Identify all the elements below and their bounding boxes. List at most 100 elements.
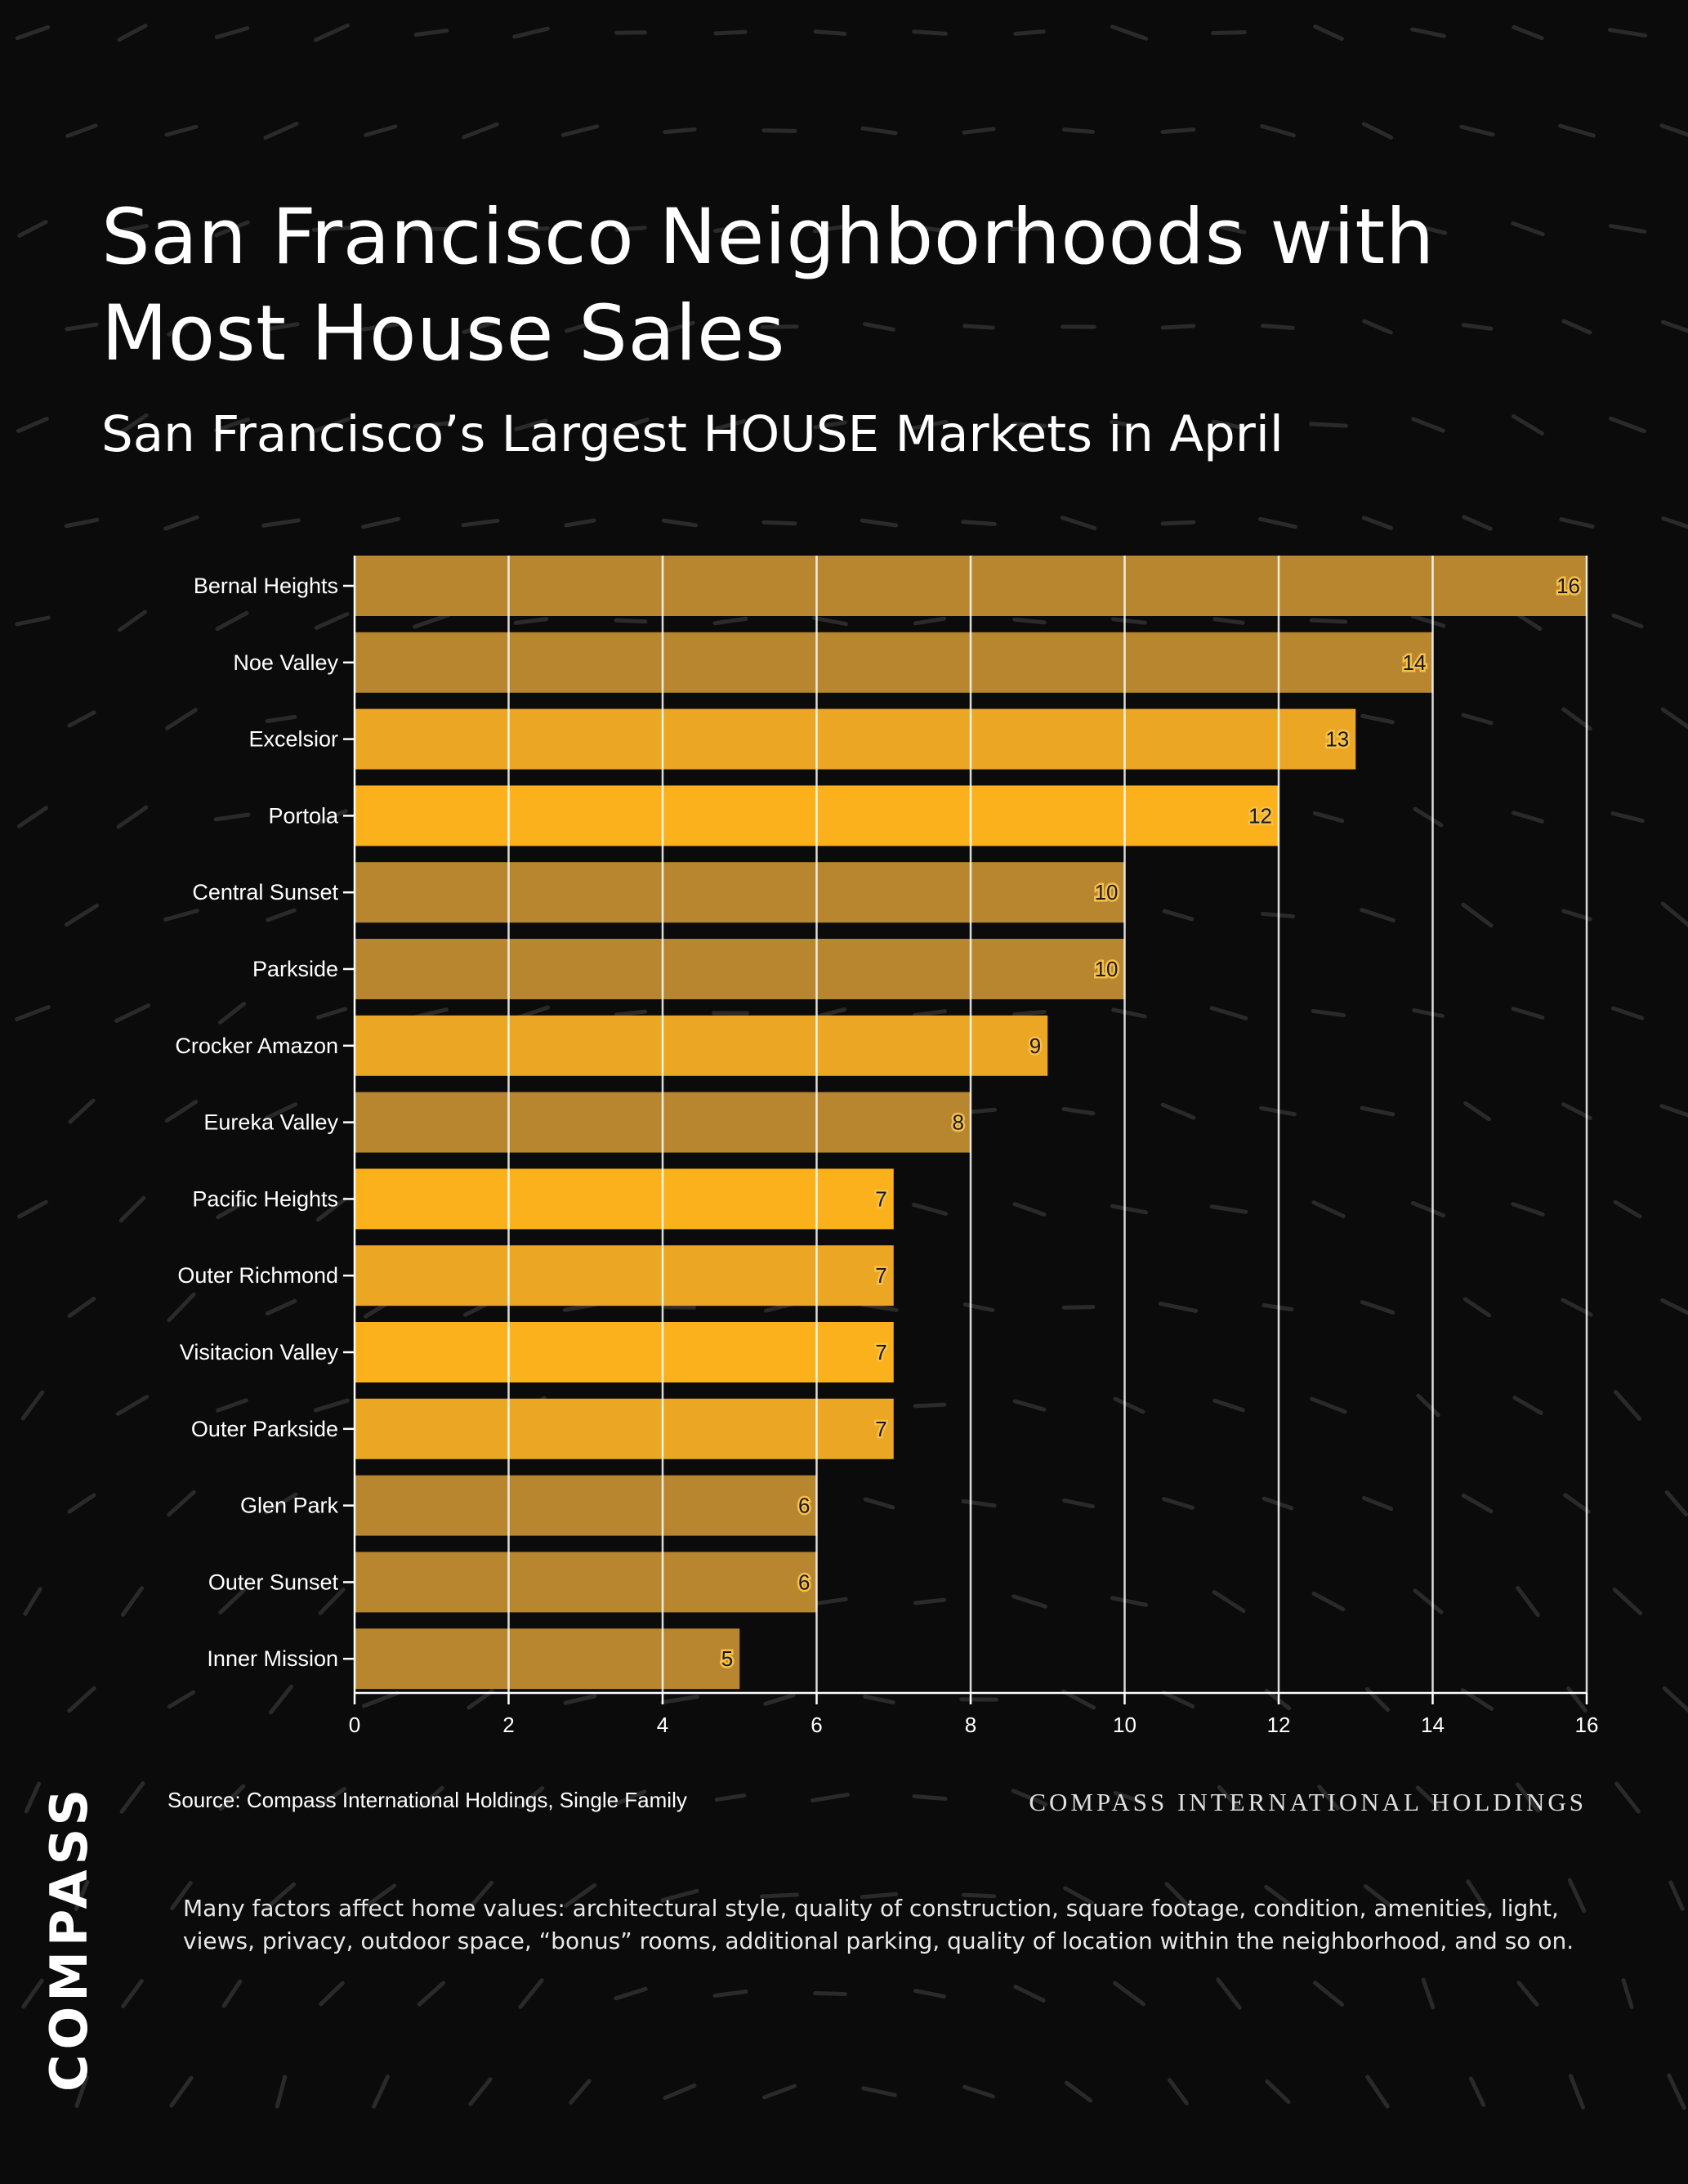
- background-dash: [218, 1588, 246, 1615]
- bar-glen-park: [355, 1475, 817, 1536]
- background-dash: [261, 518, 301, 528]
- background-dash: [117, 23, 148, 42]
- background-dash: [1558, 123, 1596, 138]
- data-label: 9: [1029, 1034, 1041, 1058]
- background-dash: [1660, 1297, 1688, 1315]
- background-dash: [863, 1694, 895, 1705]
- bar-outer-parkside: [355, 1398, 894, 1459]
- background-dash: [863, 322, 895, 332]
- background-dash: [115, 1395, 150, 1416]
- data-label: 12: [1248, 803, 1272, 828]
- background-dash: [1360, 713, 1395, 725]
- background-dash: [1317, 1784, 1340, 1811]
- background-dash: [1217, 1784, 1241, 1811]
- background-dash: [863, 1497, 895, 1510]
- background-dash: [712, 1989, 748, 1999]
- background-dash: [1459, 124, 1495, 137]
- background-dash: [912, 29, 948, 36]
- category-label: Central Sunset: [192, 880, 338, 904]
- background-dash: [1011, 1594, 1047, 1609]
- background-dash: [1062, 127, 1095, 134]
- background-dash: [120, 1586, 145, 1617]
- source-note: Source: Compass International Holdings, …: [167, 1788, 687, 1812]
- bar-excelsior: [355, 708, 1356, 770]
- background-dash: [911, 419, 949, 431]
- background-dash: [614, 226, 647, 232]
- background-dash: [1009, 226, 1050, 232]
- background-dash: [1461, 323, 1494, 331]
- background-dash: [1608, 224, 1647, 234]
- background-dash: [314, 612, 350, 630]
- background-dash: [468, 2077, 493, 2106]
- background-dash: [1311, 1591, 1346, 1612]
- background-dash: [813, 420, 847, 430]
- x-tick-label: 6: [811, 1713, 822, 1737]
- background-dash: [1662, 1686, 1688, 1713]
- background-dash: [1611, 613, 1644, 629]
- background-dash: [1110, 25, 1149, 41]
- background-dash: [1013, 1985, 1046, 2003]
- bar-parkside: [355, 939, 1125, 999]
- background-dash: [67, 1686, 96, 1713]
- background-dash: [569, 2079, 592, 2105]
- background-dash: [1211, 223, 1247, 234]
- data-label: 8: [953, 1110, 964, 1135]
- background-dash: [1512, 1396, 1543, 1415]
- background-dash: [1661, 516, 1688, 529]
- background-dash: [812, 224, 848, 234]
- background-dash: [372, 2075, 390, 2109]
- background-dash: [1567, 1878, 1587, 1914]
- background-dash: [1063, 1886, 1094, 1905]
- background-dash: [15, 1005, 51, 1021]
- background-dash: [167, 1292, 196, 1323]
- background-dash: [1660, 901, 1688, 927]
- background-dash: [116, 413, 149, 437]
- background-dash: [23, 1587, 42, 1616]
- data-label: 14: [1403, 650, 1427, 675]
- background-dash: [266, 1882, 297, 1909]
- background-dash: [661, 518, 699, 528]
- background-dash: [961, 1498, 997, 1508]
- data-label: 6: [798, 1570, 810, 1594]
- background-dash: [910, 224, 949, 234]
- background-dash: [167, 1690, 196, 1709]
- background-dash: [1311, 1200, 1346, 1218]
- background-dash: [563, 1883, 597, 1909]
- background-dash: [1012, 1202, 1047, 1217]
- background-dash: [462, 122, 499, 140]
- background-dash: [565, 320, 596, 333]
- background-dash: [714, 418, 747, 431]
- background-dash: [164, 1099, 199, 1123]
- background-dash: [1113, 1396, 1145, 1414]
- category-label: Bernal Heights: [194, 574, 338, 598]
- background-dash: [1561, 319, 1592, 335]
- background-dash: [1212, 617, 1245, 625]
- background-dash: [614, 1986, 648, 2001]
- category-label: Pacific Heights: [192, 1186, 338, 1211]
- background-dash: [762, 2084, 797, 2100]
- bar-pacific-heights: [355, 1168, 894, 1230]
- background-dash: [1064, 2080, 1093, 2103]
- background-dash: [1463, 1101, 1491, 1122]
- background-dash: [1361, 516, 1394, 530]
- background-dash: [860, 126, 898, 136]
- background-dash: [462, 319, 499, 334]
- background-dash: [314, 23, 350, 42]
- background-dash: [1461, 902, 1494, 928]
- background-dash: [16, 416, 50, 434]
- background-dash: [663, 2083, 697, 2101]
- background-dash: [215, 610, 249, 632]
- background-dash: [913, 1989, 947, 1999]
- background-dash: [216, 1199, 248, 1220]
- background-dash: [167, 1489, 196, 1517]
- background-dash: [1668, 1880, 1685, 1911]
- background-dash: [962, 2084, 995, 2099]
- background-dash: [268, 1684, 294, 1715]
- bar-crocker-amazon: [355, 1015, 1048, 1076]
- background-dash: [1111, 617, 1147, 625]
- category-label: Noe Valley: [233, 650, 338, 675]
- background-dash: [1012, 617, 1047, 625]
- background-dash: [763, 1693, 796, 1706]
- background-dash: [1412, 1008, 1445, 1018]
- background-dash: [74, 1879, 90, 1912]
